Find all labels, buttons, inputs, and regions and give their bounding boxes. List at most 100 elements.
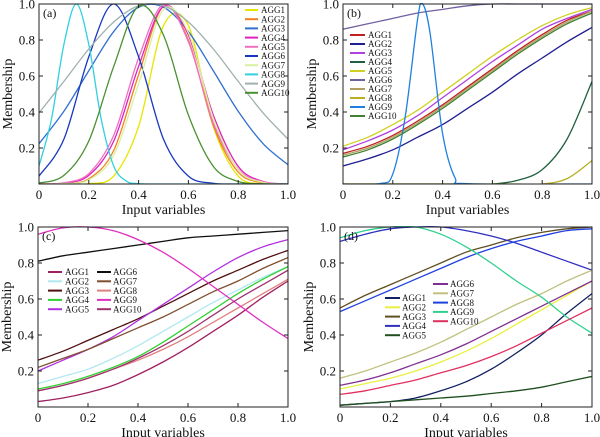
panel-label: (b) [347, 6, 361, 20]
series-line-agg10 [38, 269, 288, 392]
legend-label: AGG8 [368, 93, 392, 103]
plot-frame [37, 226, 289, 408]
legend-label: AGG7 [450, 289, 474, 299]
legend: AGG1AGG2AGG3AGG4AGG5AGG6AGG7AGG8AGG9AGG1… [245, 5, 290, 98]
legend-item: AGG4 [350, 57, 392, 67]
panel-label: (a) [43, 6, 56, 20]
y-axis-title: Membership [0, 282, 15, 353]
legend-label: AGG5 [368, 66, 392, 76]
y-tick-label: 1.0 [323, 0, 339, 12]
y-tick-label: 0.2 [320, 364, 336, 379]
x-tick-label: 0.2 [80, 410, 96, 425]
legend-item: AGG4 [385, 321, 426, 331]
y-tick-label: 0.4 [320, 328, 337, 343]
y-tick-label: 0.6 [323, 69, 340, 84]
legend-item: AGG2 [385, 303, 426, 313]
y-tick-label: 0.8 [323, 33, 339, 48]
y-axis-title: Membership [1, 59, 16, 130]
x-tick-label: 0.2 [382, 410, 398, 425]
series-line-agg4 [343, 81, 592, 184]
legend-item: AGG6 [245, 51, 285, 61]
legend-label: AGG4 [65, 295, 89, 305]
legend-label: AGG2 [261, 14, 285, 24]
panel-label: (d) [344, 229, 358, 243]
legend-label: AGG9 [113, 295, 137, 305]
y-tick-label: 0.6 [320, 292, 337, 307]
legend-label: AGG8 [450, 298, 474, 308]
series-line-agg5 [39, 3, 288, 184]
y-tick-label: 0.8 [19, 33, 35, 48]
series-line-agg2 [38, 266, 288, 385]
series-line-agg5 [343, 6, 592, 147]
legend-label: AGG7 [113, 277, 137, 287]
legend-label: AGG3 [402, 312, 426, 322]
x-tick-label: 0 [36, 187, 43, 202]
series-line-agg3 [343, 8, 592, 151]
series-line-agg1 [343, 10, 592, 155]
legend-item: AGG2 [48, 277, 89, 287]
series-line-agg2 [343, 26, 592, 167]
x-tick-label: 0.6 [484, 187, 501, 202]
panel-label: (c) [42, 229, 55, 243]
series-line-agg10 [340, 307, 592, 396]
legend-item: AGG7 [97, 277, 137, 287]
legend-item: AGG10 [433, 316, 479, 326]
legend-item: AGG5 [48, 304, 89, 314]
series-line-agg4 [38, 266, 288, 390]
legend-item: AGG6 [97, 267, 137, 277]
x-tick-label: 1.0 [584, 187, 600, 202]
legend-label: AGG4 [368, 57, 392, 67]
legend-label: AGG10 [261, 88, 290, 98]
legend-item: AGG2 [350, 39, 392, 49]
legend-label: AGG5 [261, 42, 285, 52]
series-lines [340, 226, 592, 406]
x-tick-label: 1.0 [280, 410, 296, 425]
x-tick-label: 0.4 [433, 410, 450, 425]
y-axis-title: Membership [305, 59, 320, 130]
panel-c: 0 0.2 0.4 0.6 0.8 1.0 0.2 0.4 0.6 0.8 1.0 Input var… [0, 220, 296, 437]
legend: AGG1AGG2AGG3AGG4AGG5AGG6AGG7AGG8AGG9AGG1… [350, 30, 397, 121]
series-line-agg3 [340, 226, 592, 309]
legend-label: AGG10 [368, 111, 397, 121]
x-tick-label: 0.4 [130, 410, 147, 425]
series-line-agg9 [39, 3, 288, 140]
legend-label: AGG6 [450, 279, 474, 289]
series-line-agg7 [38, 257, 288, 369]
legend-item: AGG1 [385, 293, 426, 303]
legend-label: AGG9 [368, 102, 392, 112]
series-line-agg9 [340, 226, 592, 334]
x-tick-label: 0.8 [533, 410, 549, 425]
y-tick-label: 0.4 [323, 105, 340, 120]
legend-label: AGG2 [402, 303, 426, 313]
legend-label: AGG7 [261, 60, 285, 70]
legend-item: AGG5 [245, 42, 285, 52]
series-line-agg6 [38, 229, 288, 262]
legend-label: AGG9 [450, 307, 474, 317]
legend-label: AGG3 [261, 24, 285, 34]
series-lines [38, 226, 288, 403]
y-tick-label: 0.8 [320, 256, 336, 271]
legend-item: AGG4 [245, 33, 285, 43]
legend-item: AGG7 [245, 60, 285, 70]
legend-label: AGG1 [368, 30, 392, 40]
legend-item: AGG8 [245, 70, 285, 80]
legend-label: AGG8 [261, 70, 285, 80]
legend-item: AGG9 [350, 102, 392, 112]
x-tick-label: 0.4 [434, 187, 451, 202]
legend-label: AGG5 [65, 304, 89, 314]
x-tick-label: 0.6 [180, 410, 197, 425]
legend-item: AGG8 [97, 286, 137, 296]
legend-item: AGG6 [433, 279, 474, 289]
legend-label: AGG6 [261, 51, 285, 61]
legend-item: AGG5 [350, 66, 392, 76]
y-tick-label: 0.4 [18, 328, 35, 343]
legend-item: AGG7 [433, 289, 474, 299]
series-line-agg8 [39, 3, 288, 184]
legend-label: AGG8 [113, 286, 137, 296]
legend-label: AGG2 [65, 277, 89, 287]
legend-item: AGG8 [433, 298, 474, 308]
legend-label: AGG4 [402, 321, 426, 331]
legend-label: AGG1 [65, 267, 89, 277]
x-tick-label: 0.8 [534, 187, 550, 202]
